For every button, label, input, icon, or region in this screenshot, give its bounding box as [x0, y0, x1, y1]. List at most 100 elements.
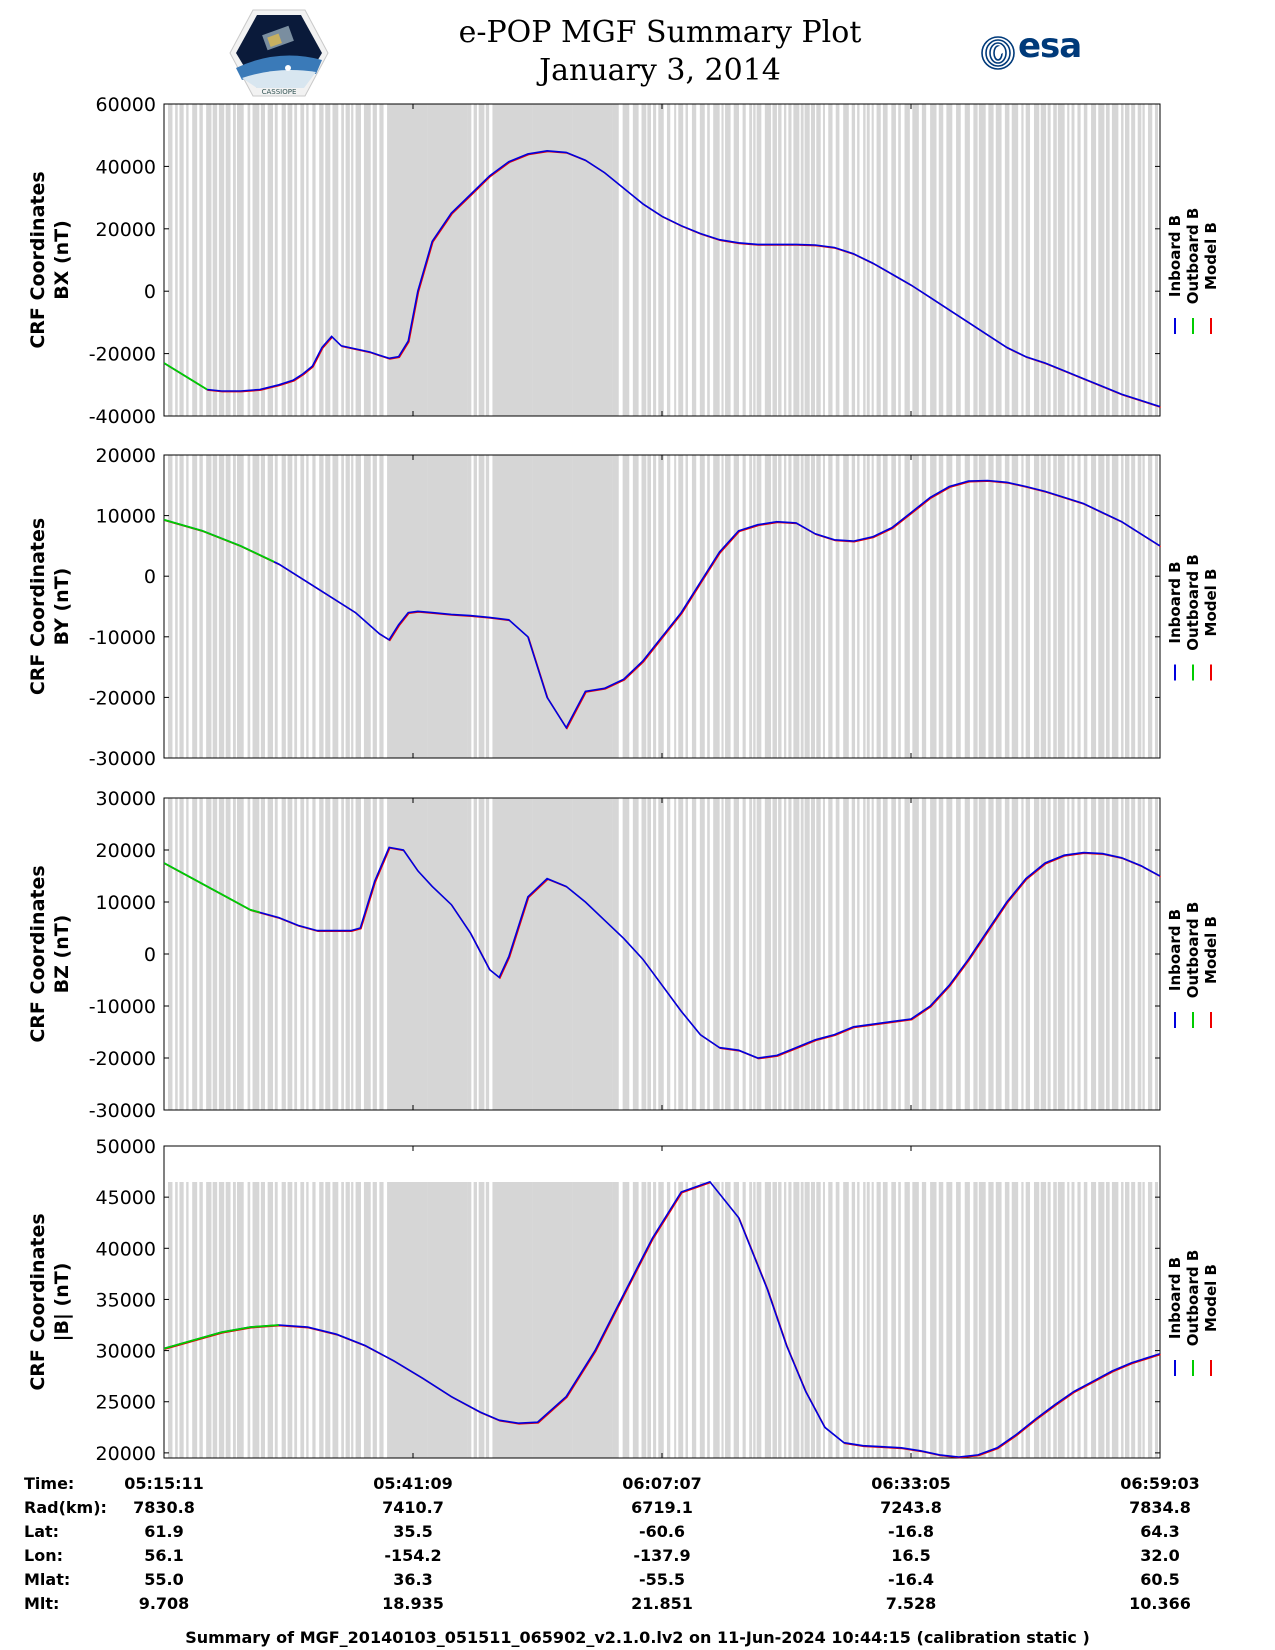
- data-gap-stripe: [300, 104, 305, 416]
- data-gap-stripe: [713, 1182, 720, 1458]
- data-gap-stripe: [921, 104, 927, 416]
- data-gap-stripe: [863, 455, 866, 758]
- data-gap-stripe: [612, 798, 619, 1110]
- data-gap-stripe: [822, 1182, 825, 1458]
- data-gap-stripe: [691, 104, 697, 416]
- data-gap-stripe: [857, 455, 860, 758]
- data-gap-stripe: [473, 798, 477, 1110]
- data-gap-stripe: [478, 455, 485, 758]
- data-gap-stripe: [964, 455, 970, 758]
- inboard-b-line: [164, 1180, 1160, 1458]
- data-gap-stripe: [871, 455, 874, 758]
- data-gap-stripe: [427, 104, 468, 416]
- data-gap-stripe: [632, 104, 639, 416]
- ephemeris-value: 7410.7: [382, 1498, 444, 1517]
- data-gap-stripe: [857, 104, 860, 416]
- data-gap-stripe: [225, 455, 231, 758]
- data-gap-stripe: [379, 1182, 384, 1458]
- data-gap-stripe: [168, 1182, 173, 1458]
- data-gap-stripe: [1040, 455, 1047, 758]
- data-gap-stripe: [658, 1182, 664, 1458]
- data-gap-stripe: [372, 455, 377, 758]
- data-gap-stripe: [1067, 104, 1070, 416]
- data-gap-stripe: [876, 798, 881, 1110]
- data-gap-stripe: [964, 1182, 970, 1458]
- data-gap-stripe: [835, 1182, 840, 1458]
- data-gap-stripe: [281, 455, 286, 758]
- data-gap-stripe: [312, 798, 316, 1110]
- data-gap-stripe: [312, 104, 316, 416]
- data-gap-stripe: [921, 798, 927, 1110]
- data-gap-stripe: [218, 1182, 225, 1458]
- data-gap-stripe: [778, 104, 782, 416]
- data-gap-stripe: [532, 104, 573, 416]
- data-gap-stripe: [372, 1182, 377, 1458]
- data-gap-stripe: [306, 1182, 309, 1458]
- data-gap-stripe: [175, 798, 178, 1110]
- data-gap-stripe: [756, 455, 762, 758]
- data-gap-stripe: [1067, 798, 1070, 1110]
- data-gap-stripe: [912, 1182, 919, 1458]
- data-gap-stripe: [1091, 104, 1097, 416]
- data-gap-stripe: [225, 104, 231, 416]
- data-gap-stripe: [1105, 1182, 1110, 1458]
- data-gap-stripe: [287, 455, 293, 758]
- data-gap-stripe: [206, 798, 212, 1110]
- data-gap-stripe: [810, 1182, 815, 1458]
- data-gap-stripe: [363, 104, 371, 416]
- data-gap-stripe: [1077, 455, 1081, 758]
- data-gap-stripe: [1047, 104, 1051, 416]
- data-gap-stripe: [345, 104, 350, 416]
- data-gap-stripe: [647, 104, 651, 416]
- data-gap-stripe: [206, 455, 212, 758]
- data-gap-stripe: [828, 455, 833, 758]
- data-gap-stripe: [232, 104, 236, 416]
- data-gap-stripe: [467, 104, 472, 416]
- inboard-b-line: [164, 479, 1160, 730]
- data-gap-stripe: [772, 798, 777, 1110]
- data-gap-stripe: [658, 798, 664, 1110]
- data-gap-stripe: [857, 798, 860, 1110]
- data-gap-stripe: [810, 104, 815, 416]
- legend-label: Inboard B: [1166, 909, 1184, 991]
- data-gap-stripe: [274, 104, 278, 416]
- ephemeris-value: 16.5: [891, 1546, 931, 1565]
- ephemeris-label: Lat:: [24, 1522, 60, 1541]
- data-gap-stripe: [816, 455, 821, 758]
- ephemeris-value: 6719.1: [631, 1498, 693, 1517]
- data-gap-stripe: [835, 455, 840, 758]
- data-gap-stripe: [956, 104, 961, 416]
- data-gap-stripe: [332, 104, 339, 416]
- data-gap-stripe: [1011, 455, 1019, 758]
- data-gap-stripe: [946, 455, 953, 758]
- data-gap-stripe: [783, 455, 787, 758]
- y-tick-label: 45000: [96, 1187, 156, 1209]
- data-gap-stripe: [179, 455, 184, 758]
- data-gap-stripe: [351, 1182, 354, 1458]
- data-gap-stripe: [764, 798, 772, 1110]
- data-gap-stripe: [778, 455, 782, 758]
- data-gap-stripe: [1121, 104, 1124, 416]
- data-gap-stripe: [225, 798, 231, 1110]
- data-gap-stripe: [904, 798, 910, 1110]
- data-gap-stripe: [685, 104, 688, 416]
- data-gap-stripe: [912, 798, 919, 1110]
- data-gap-stripe: [1053, 104, 1057, 416]
- data-gap-stripe: [427, 798, 468, 1110]
- data-gap-stripe: [1121, 455, 1124, 758]
- data-gap-stripe: [835, 798, 840, 1110]
- data-gap-stripe: [325, 455, 331, 758]
- data-gap-stripe: [1067, 455, 1070, 758]
- data-gap-stripe: [387, 455, 428, 758]
- data-gap-stripe: [921, 1182, 927, 1458]
- data-gap-stripe: [898, 1182, 901, 1458]
- data-gap-stripe: [742, 1182, 746, 1458]
- legend-label: Model B: [1202, 1264, 1220, 1332]
- y-tick-label: 0: [144, 281, 156, 303]
- data-gap-stripe: [653, 798, 657, 1110]
- data-gap-stripe: [800, 1182, 804, 1458]
- data-gap-stripe: [891, 798, 896, 1110]
- data-gap-stripe: [835, 104, 840, 416]
- data-gap-stripe: [1067, 1182, 1070, 1458]
- data-gap-stripe: [1040, 104, 1047, 416]
